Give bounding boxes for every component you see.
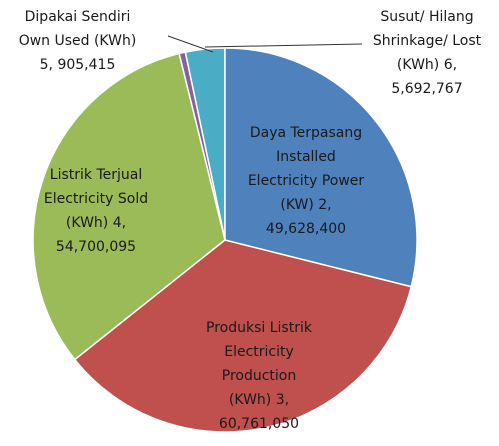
category-label: Susut/ Hilang Shrinkage/ Lost (KWh) 6, <box>372 9 482 73</box>
category-label: Listrik Terjual Electricity Sold (KWh) 4… <box>43 167 149 231</box>
data-label: Dipakai Sendiri Own Used (KWh) 5, 905,41… <box>10 5 145 77</box>
value-label: 54,700,095 <box>55 239 137 255</box>
value-label: 49,628,400 <box>265 221 347 237</box>
leader-line <box>167 35 214 53</box>
leader-line <box>204 43 363 48</box>
data-label: Susut/ Hilang Shrinkage/ Lost (KWh) 6, 5… <box>362 5 492 101</box>
category-label: Daya Terpasang Installed Electricity Pow… <box>247 125 365 213</box>
value-label: 905,415 <box>57 57 116 73</box>
pie-slice <box>73 239 413 433</box>
value-label: 5,692,767 <box>391 81 463 97</box>
data-label: Produksi Listrik Electricity Production … <box>200 316 318 436</box>
data-label: Daya Terpasang Installed Electricity Pow… <box>240 121 372 241</box>
pie-slice <box>224 47 418 288</box>
category-label: Produksi Listrik Electricity Production … <box>206 320 312 408</box>
category-label: Dipakai Sendiri Own Used (KWh) 5, <box>18 9 137 73</box>
data-label: Listrik Terjual Electricity Sold (KWh) 4… <box>35 163 157 259</box>
pie-slice <box>32 52 226 361</box>
value-label: 60,761,050 <box>218 416 300 432</box>
